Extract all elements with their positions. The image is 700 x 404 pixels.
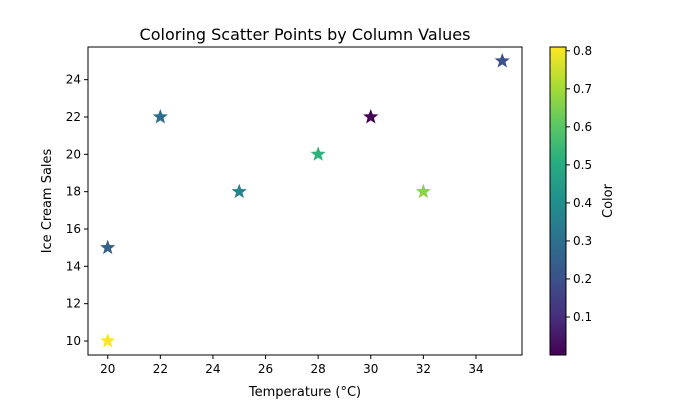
y-tick-label: 22: [66, 110, 81, 124]
colorbar-tick-label: 0.2: [573, 272, 592, 286]
y-tick-label: 18: [66, 185, 81, 199]
colorbar-tick-label: 0.1: [573, 310, 592, 324]
colorbar-tick-label: 0.5: [573, 158, 592, 172]
chart-title: Coloring Scatter Points by Column Values: [140, 25, 471, 44]
data-point-star-icon: [100, 333, 116, 348]
x-tick-label: 22: [153, 362, 168, 376]
data-point-star-icon: [363, 109, 379, 124]
x-tick-label: 28: [311, 362, 326, 376]
colorbar-label: Color: [601, 183, 616, 218]
data-point-star-icon: [494, 53, 510, 68]
y-tick-label: 10: [66, 334, 81, 348]
data-point-star-icon: [100, 239, 116, 255]
colorbar: [549, 46, 567, 356]
colorbar-tick-label: 0.7: [573, 82, 592, 96]
x-tick-label: 24: [205, 362, 220, 376]
y-axis-label: Ice Cream Sales: [40, 148, 55, 253]
x-tick-label: 30: [363, 362, 378, 376]
colorbar-tick-label: 0.8: [573, 44, 592, 58]
colorbar-tick-label: 0.6: [573, 120, 592, 134]
colorbar-ticks: 0.1 0.2 0.3 0.4 0.5 0.6 0.7 0.8: [566, 44, 592, 324]
x-tick-label: 34: [468, 362, 483, 376]
data-point-star-icon: [310, 146, 326, 161]
y-tick-label: 20: [66, 147, 81, 161]
y-tick-label: 24: [66, 73, 81, 87]
y-tick-label: 16: [66, 222, 81, 236]
x-axis-label: Temperature (°C): [248, 385, 361, 400]
data-point-star-icon: [415, 183, 431, 199]
x-tick-label: 20: [100, 362, 115, 376]
plot-area: 20 22 24 26 28 30 32 34 10 12 14 16 18 20 22 24: [66, 53, 510, 376]
colorbar-tick-label: 0.4: [573, 196, 592, 210]
y-tick-label: 14: [66, 259, 81, 273]
colorbar-tick-label: 0.3: [573, 234, 592, 248]
axes-frame: [87, 46, 523, 356]
data-point-star-icon: [231, 183, 247, 199]
x-tick-label: 32: [416, 362, 431, 376]
data-point-star-icon: [152, 109, 168, 124]
y-tick-label: 12: [66, 297, 81, 311]
x-tick-label: 26: [258, 362, 273, 376]
